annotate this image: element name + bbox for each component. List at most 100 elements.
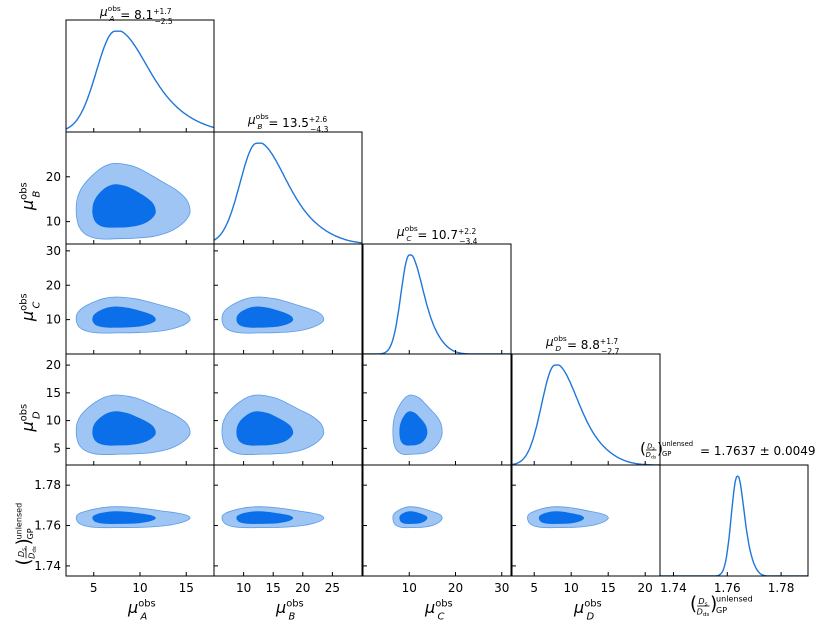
svg-text:Ds: Ds <box>647 442 655 451</box>
x-tick-label: 30 <box>494 581 509 595</box>
panel-D-A <box>65 353 215 466</box>
panel-B-B <box>213 131 363 245</box>
title-label: μobs B = 13.5+2.6 −4.3 <box>247 112 329 134</box>
x-tick-label: 20 <box>638 581 653 595</box>
marginal-curve-B <box>214 142 362 244</box>
x-tick-label: 10 <box>236 581 251 595</box>
title-B: μobs B = 13.5+2.6 −4.3 <box>247 112 329 134</box>
svg-text:unlensed: unlensed <box>716 594 753 603</box>
contour-inner <box>399 511 428 524</box>
x-tick-label: 15 <box>266 581 281 595</box>
x-tick-label: 1.78 <box>768 581 795 595</box>
x-tick-label: 20 <box>448 581 463 595</box>
marginal-curve-A <box>66 30 214 130</box>
contour-inner <box>92 184 156 228</box>
x-tick-label: 5 <box>90 581 98 595</box>
marginal-curve-E <box>660 475 808 576</box>
panel-E-E <box>659 464 809 577</box>
panel-frame <box>362 243 512 355</box>
y-axis-label-text: μobs C <box>18 293 42 322</box>
panel-C-B <box>213 243 363 355</box>
panel-E-D <box>511 464 661 577</box>
panel-frame <box>65 19 215 133</box>
contour-inner <box>92 511 156 524</box>
panel-frame <box>511 353 661 466</box>
svg-text:): ) <box>657 439 663 457</box>
panel-E-A <box>65 464 215 577</box>
panel-A-A <box>65 19 215 133</box>
svg-text:GP: GP <box>26 528 35 539</box>
x-tick-label: 25 <box>325 581 340 595</box>
x-tick-label: 20 <box>295 581 310 595</box>
y-tick-label: 20 <box>46 170 61 184</box>
y-axis-label-C: μobs C <box>18 293 42 322</box>
title-label: μobs A = 8.1+1.7 −2.5 <box>99 4 173 26</box>
panel-frame <box>362 353 512 466</box>
y-axis-label-D: μobs D <box>18 404 42 433</box>
y-tick-label: 10 <box>46 414 61 428</box>
marginal-curve-D <box>512 364 660 465</box>
svg-text:Dds: Dds <box>27 546 38 559</box>
panel-C-C <box>362 243 512 355</box>
x-axis-label-D: μobs D <box>573 598 602 622</box>
panel-frame <box>213 464 363 577</box>
y-tick-label: 1.76 <box>34 519 61 533</box>
panel-D-D <box>511 353 661 466</box>
svg-text:GP: GP <box>662 450 671 458</box>
title-value: = 1.7637 ± 0.0049 <box>700 444 816 458</box>
y-tick-label: 20 <box>46 358 61 372</box>
contour-inner <box>236 306 294 328</box>
contour-inner <box>92 306 156 328</box>
svg-text:unlensed: unlensed <box>662 440 693 448</box>
contour-inner <box>236 411 294 446</box>
svg-text:Dds: Dds <box>646 451 657 460</box>
svg-text:): ) <box>14 538 35 545</box>
panel-D-B <box>213 353 363 466</box>
y-tick-label: 1.78 <box>34 478 61 492</box>
svg-text:unlensed: unlensed <box>14 503 23 540</box>
panel-D-C <box>362 353 512 466</box>
svg-text:GP: GP <box>716 606 727 615</box>
panel-E-B <box>213 464 363 577</box>
x-tick-label: 15 <box>179 581 194 595</box>
svg-text:(: ( <box>14 558 35 565</box>
y-tick-label: 10 <box>46 313 61 327</box>
y-tick-label: 30 <box>46 244 61 258</box>
svg-text:(: ( <box>690 594 697 615</box>
y-axis-label-text: μobs D <box>18 404 42 433</box>
panel-C-A <box>65 243 215 355</box>
x-tick-label: 1.74 <box>660 581 687 595</box>
panel-frame <box>65 243 215 355</box>
marginal-curve-C <box>363 254 511 354</box>
svg-text:(: ( <box>640 439 646 457</box>
svg-text:Ds: Ds <box>17 548 28 557</box>
x-axis-label-A: μobs A <box>127 598 156 622</box>
title-label: μobs D = 8.8+1.7 −2.7 <box>545 334 620 356</box>
y-tick-label: 5 <box>53 441 61 455</box>
y-axis-label-text: μobs B <box>18 182 42 211</box>
svg-text:Ds: Ds <box>698 597 707 608</box>
y-tick-label: 10 <box>46 215 61 229</box>
x-tick-label: 5 <box>530 581 538 595</box>
x-axis-label-C: μobs C <box>424 598 453 622</box>
x-tick-label: 15 <box>601 581 616 595</box>
svg-text:Dds: Dds <box>697 607 710 618</box>
contour-inner <box>538 511 585 524</box>
panel-frame <box>213 243 363 355</box>
x-tick-label: 10 <box>402 581 417 595</box>
contour-inner <box>399 411 428 446</box>
x-tick-label: 10 <box>132 581 147 595</box>
x-tick-label: 10 <box>564 581 579 595</box>
y-axis-label-B: μobs B <box>18 182 42 211</box>
panel-E-C <box>362 464 512 577</box>
y-tick-label: 1.74 <box>34 559 61 573</box>
y-tick-label: 20 <box>46 278 61 292</box>
svg-text:): ) <box>710 594 717 615</box>
x-axis-label-B: μobs B <box>275 598 304 622</box>
title-C: μobs C = 10.7+2.2 −3.4 <box>396 224 478 246</box>
